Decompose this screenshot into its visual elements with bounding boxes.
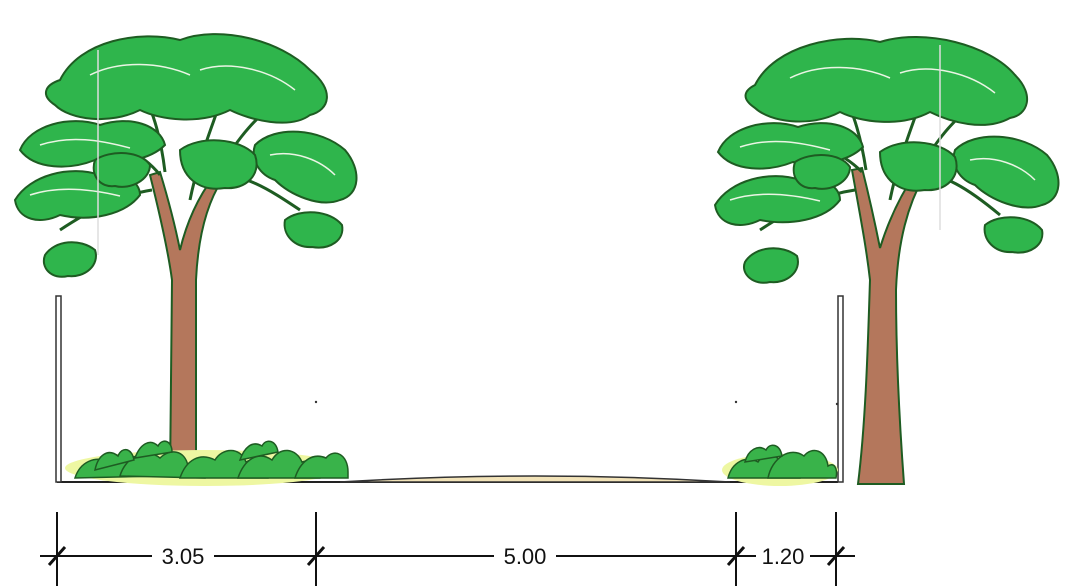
right-tree-trunk bbox=[850, 166, 926, 485]
dimension-tick bbox=[726, 546, 746, 566]
road-surface bbox=[339, 475, 731, 483]
left-wall-post-icon bbox=[55, 295, 62, 483]
dimension-label-right-verge: 1.20 bbox=[762, 544, 805, 569]
marker-dot bbox=[314, 400, 318, 404]
dimension-tick bbox=[47, 546, 67, 566]
marker-dot bbox=[734, 400, 738, 404]
dimension-label-left-verge: 3.05 bbox=[162, 544, 205, 569]
dimension-label-carriageway: 5.00 bbox=[504, 544, 547, 569]
left-tree-trunk bbox=[148, 170, 224, 481]
dimension-tick bbox=[826, 546, 846, 566]
marker-dot bbox=[835, 402, 839, 406]
dimension-tick bbox=[306, 546, 326, 566]
right-wall-post-icon bbox=[837, 295, 844, 483]
left-shrub-bed-icon bbox=[65, 440, 349, 486]
right-tree-icon bbox=[713, 36, 1060, 485]
left-tree-icon bbox=[13, 33, 358, 481]
right-shrub-bed-icon bbox=[722, 444, 838, 486]
